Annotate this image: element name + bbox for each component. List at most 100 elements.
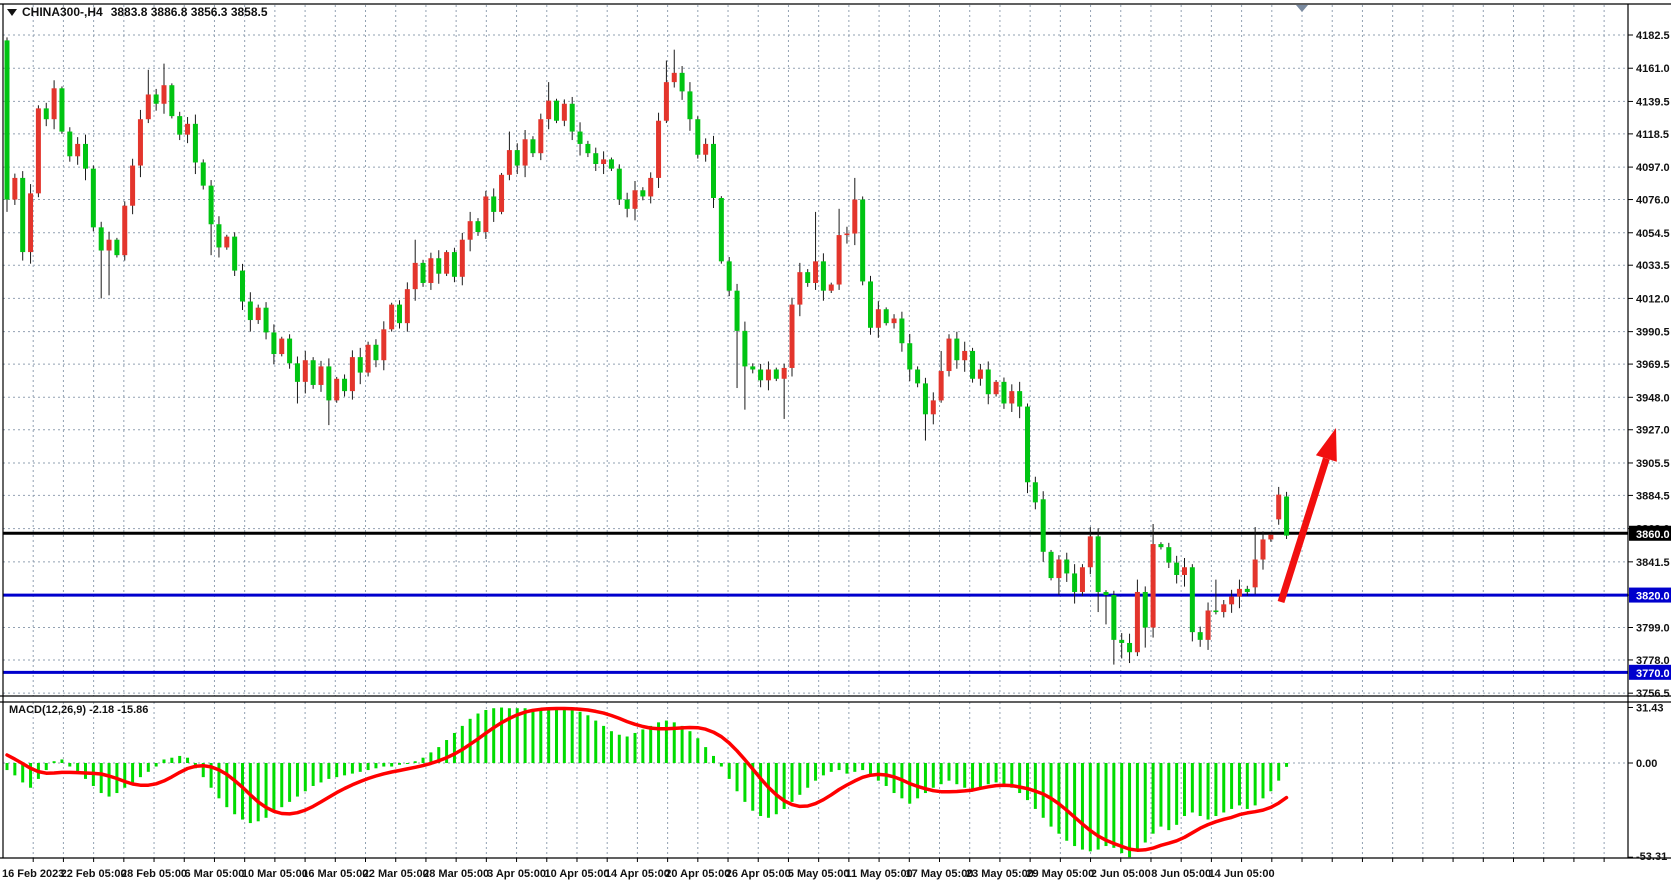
macd-bar [138, 763, 142, 778]
candle-up [51, 88, 57, 120]
candle-up [1009, 391, 1015, 404]
candle-up [381, 329, 387, 361]
candle-up [1252, 559, 1258, 588]
candle-down [687, 91, 693, 120]
candle-up [1268, 534, 1274, 540]
price-axis-label: 4054.5 [1636, 228, 1670, 240]
candle-down [491, 196, 497, 212]
candle-up [499, 174, 505, 212]
time-axis-label: 5 May 05:00 [788, 868, 850, 880]
candle-down [805, 272, 811, 283]
candle-down [1197, 632, 1203, 640]
macd-bar [429, 752, 433, 763]
macd-bar [492, 708, 496, 763]
macd-bar [657, 722, 661, 763]
candle-up [365, 344, 371, 373]
candle-up [671, 72, 677, 83]
macd-bar [382, 763, 386, 767]
macd-bar [452, 732, 456, 763]
price-axis-label: 4076.0 [1636, 195, 1670, 207]
candle-down [1127, 642, 1133, 653]
candle-down [1025, 406, 1030, 483]
candle-down [90, 168, 96, 228]
macd-bar [845, 763, 849, 774]
time-axis-label: 22 Mar 05:00 [363, 868, 429, 880]
macd-bar [84, 763, 87, 779]
macd-bar [727, 763, 731, 779]
candle-down [711, 143, 716, 198]
price-axis-label: 4012.0 [1636, 293, 1670, 305]
trend-arrow[interactable] [1277, 428, 1337, 604]
hline-price-box [1629, 664, 1671, 680]
candle-down [954, 338, 960, 361]
macd-bar [131, 763, 135, 783]
candle-up [946, 338, 952, 372]
candle-up [12, 177, 18, 200]
candle-up [875, 309, 881, 328]
candle-down [1142, 591, 1148, 628]
candle-down [1095, 536, 1101, 592]
price-axis-label: 4118.5 [1636, 129, 1669, 141]
chart-shift-marker-icon[interactable] [1296, 5, 1308, 12]
macd-bar [853, 763, 857, 772]
time-axis-label: 14 Apr 05:00 [605, 868, 670, 880]
time-axis-label: 10 Apr 05:00 [544, 868, 609, 880]
macd-bar [766, 763, 770, 818]
macd-bar [971, 763, 975, 792]
price-axis-label: 4097.0 [1636, 162, 1670, 174]
candle-down [310, 360, 316, 385]
macd-bar [664, 720, 668, 763]
macd-bar [1088, 763, 1092, 852]
price-axis[interactable]: 4182.5 4161.0 4139.5 4118.5 4097.0 4076.0 4054… [1628, 30, 1671, 863]
macd-bar [209, 763, 213, 788]
candle-up [977, 369, 983, 379]
candle-down [397, 304, 402, 324]
macd-bar [1206, 763, 1210, 820]
candle-up [781, 367, 787, 379]
candle-down [577, 131, 583, 144]
candle-up [1260, 539, 1266, 560]
macd-bar [170, 757, 174, 763]
time-axis-label: 14 Jun 05:00 [1209, 868, 1275, 880]
macd-bar [437, 747, 441, 763]
candle-down [1017, 391, 1023, 407]
macd-bar [1167, 763, 1171, 831]
candle-down [1040, 499, 1046, 552]
price-axis-label: 3948.0 [1636, 392, 1670, 404]
candle-down [1111, 595, 1117, 640]
macd-bar [288, 763, 292, 802]
macd-bar [1049, 763, 1053, 827]
candle-down [820, 261, 826, 291]
candle-down [922, 383, 928, 415]
macd-bar [869, 763, 872, 776]
macd-bar [751, 763, 755, 811]
candle-up [145, 94, 151, 120]
candle-up [349, 357, 355, 392]
candle-down [750, 366, 756, 370]
candle-down [742, 330, 748, 367]
time-axis-label: 26 Apr 05:00 [726, 868, 791, 880]
macd-bar [562, 708, 566, 763]
candle-up [106, 239, 112, 251]
macd-bar [876, 763, 880, 781]
candle-down [247, 301, 253, 321]
candle-up [1087, 536, 1093, 568]
macd-bar [1253, 763, 1257, 806]
macd-axis-label: 31.43 [1636, 702, 1664, 714]
candle-up [836, 235, 842, 285]
macd-bar [13, 763, 17, 776]
candle-down [475, 221, 481, 232]
symbol-dropdown-icon[interactable] [7, 9, 17, 16]
candle-down [1072, 573, 1078, 592]
macd-bar [735, 763, 739, 792]
hline-price-box [1629, 587, 1671, 603]
macd-bar [1245, 763, 1249, 809]
candle-up [1079, 567, 1085, 592]
macd-bar [633, 732, 637, 763]
candle-up [1056, 559, 1062, 579]
macd-bar [225, 763, 229, 808]
